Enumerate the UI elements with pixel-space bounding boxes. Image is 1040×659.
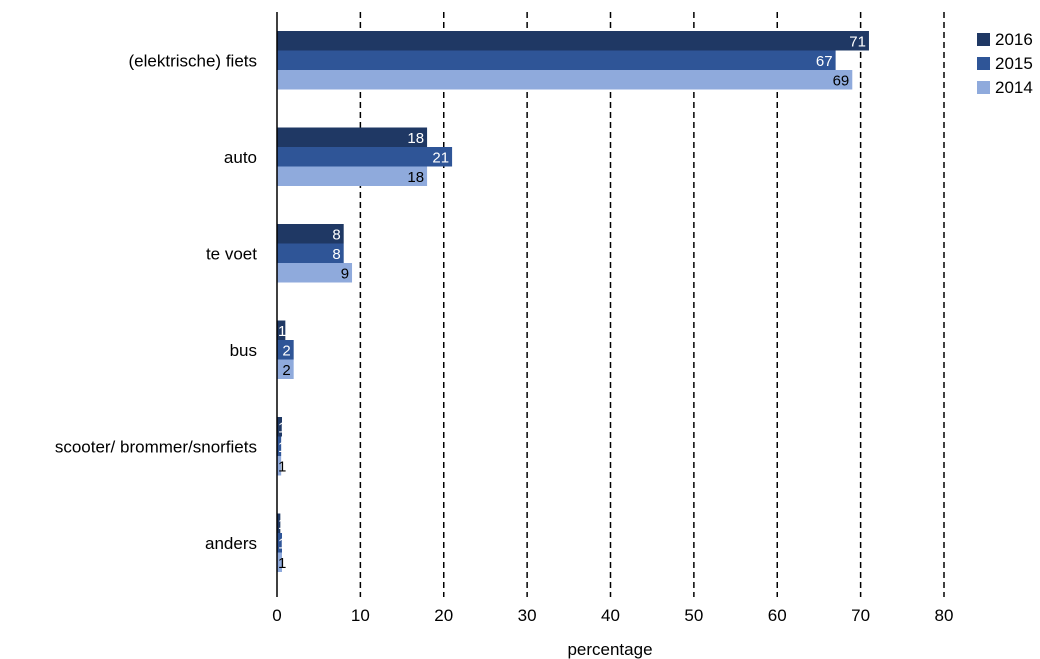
value-label-2016-anders: 1: [278, 516, 286, 533]
legend-label-2015: 2015: [995, 54, 1033, 73]
legend: 2016 2015 2014: [977, 30, 1033, 97]
x-tick-label-60: 60: [768, 606, 787, 625]
x-tick-label-30: 30: [518, 606, 537, 625]
value-label-2015-te-voet: 8: [332, 246, 340, 263]
category-label-bus: bus: [230, 341, 257, 360]
bar-2015-scooter-brommer-snorfiets: [277, 436, 282, 456]
legend-swatch-2014: [977, 81, 990, 94]
value-label-2015-auto: 21: [432, 149, 449, 166]
value-label-2016-auto: 18: [407, 130, 424, 147]
bar-2014-scooter-brommer-snorfiets: [277, 456, 282, 476]
bar-2016-anders: [277, 513, 281, 533]
bar-2015-anders: [277, 533, 283, 553]
legend-label-2014: 2014: [995, 78, 1033, 97]
bars: [277, 31, 869, 572]
legend-label-2016: 2016: [995, 30, 1033, 49]
bar-2016-te-voet: [277, 224, 344, 244]
value-label-2014-bus: 2: [282, 362, 290, 379]
x-tick-label-50: 50: [684, 606, 703, 625]
value-label-2016-te-voet: 8: [332, 226, 340, 243]
value-label-2014-te-voet: 9: [341, 265, 349, 282]
bar-2014-bus: [277, 359, 294, 379]
value-label-2014-elektrische-fiets: 69: [833, 72, 850, 89]
x-axis-title: percentage: [567, 640, 652, 659]
value-label-2015-bus: 2: [282, 342, 290, 359]
value-label-2015-elektrische-fiets: 67: [816, 53, 833, 70]
category-labels: (elektrische) fiets auto te voet bus scooter…: [55, 51, 257, 553]
bar-2014-te-voet: [277, 263, 353, 283]
category-label-scooter-brommer-snorfiets: scooter/ brommer/snorfiets: [55, 437, 257, 456]
category-label-anders: anders: [205, 534, 257, 553]
bar-2014-anders: [277, 552, 283, 572]
bar-2015-elektrische-fiets: [277, 50, 836, 70]
value-label-2015-anders: 1: [278, 535, 286, 552]
x-tick-label-80: 80: [935, 606, 954, 625]
value-label-2015-scooter-brommer-snorfiets: 1: [278, 439, 286, 456]
category-label-elektrische-fiets: (elektrische) fiets: [129, 51, 257, 70]
value-label-2016-bus: 1: [278, 323, 286, 340]
bar-2014-elektrische-fiets: [277, 70, 853, 90]
legend-swatch-2016: [977, 33, 990, 46]
bar-2016-bus: [277, 320, 286, 340]
value-label-2014-auto: 18: [407, 169, 424, 186]
category-label-auto: auto: [224, 148, 257, 167]
value-label-2014-anders: 1: [278, 555, 286, 572]
x-tick-label-20: 20: [434, 606, 453, 625]
value-label-2016-scooter-brommer-snorfiets: 1: [278, 419, 286, 436]
grid-lines: [359, 12, 945, 597]
legend-swatch-2015: [977, 57, 990, 70]
x-tick-labels: 0 10 20 30 40 50 60 70 80: [272, 606, 953, 625]
x-tick-label-0: 0: [272, 606, 281, 625]
bar-2014-auto: [277, 166, 428, 186]
bar-2015-bus: [277, 340, 294, 360]
category-label-te-voet: te voet: [206, 244, 257, 263]
x-tick-label-70: 70: [851, 606, 870, 625]
bar-2015-te-voet: [277, 243, 344, 263]
value-label-2016-elektrische-fiets: 71: [849, 33, 866, 50]
bar-2016-scooter-brommer-snorfiets: [277, 417, 283, 437]
bar-2016-auto: [277, 127, 428, 147]
bar-2015-auto: [277, 147, 453, 167]
value-label-2014-scooter-brommer-snorfiets: 1: [278, 458, 286, 475]
bar-2016-elektrische-fiets: [277, 31, 869, 51]
x-tick-label-40: 40: [601, 606, 620, 625]
x-tick-label-10: 10: [351, 606, 370, 625]
